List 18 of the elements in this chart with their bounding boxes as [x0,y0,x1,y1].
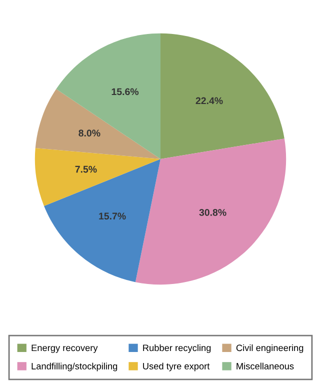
data-label: 15.7% [99,212,126,220]
legend-label: Rubber recycling [143,344,211,353]
pie-slice [44,159,160,282]
legend-label: Civil engineering [236,344,304,353]
data-label: 8.0% [78,130,100,137]
legend-label: Used tyre export [143,362,210,372]
legend-label: Landfilling/stockpiling [32,362,118,372]
legend-label: Energy recovery [32,344,98,353]
legend-label: Miscellaneous [236,362,294,370]
data-label: 22.4% [196,97,223,104]
data-label: 7.5% [75,166,97,173]
data-label: 30.8% [199,209,226,216]
pie-slice [35,89,160,159]
pie-slice [160,33,284,159]
pie-slice [34,148,160,206]
pie-slice [56,33,160,159]
pie-slice [135,138,286,285]
data-label: 15.6% [112,88,139,96]
